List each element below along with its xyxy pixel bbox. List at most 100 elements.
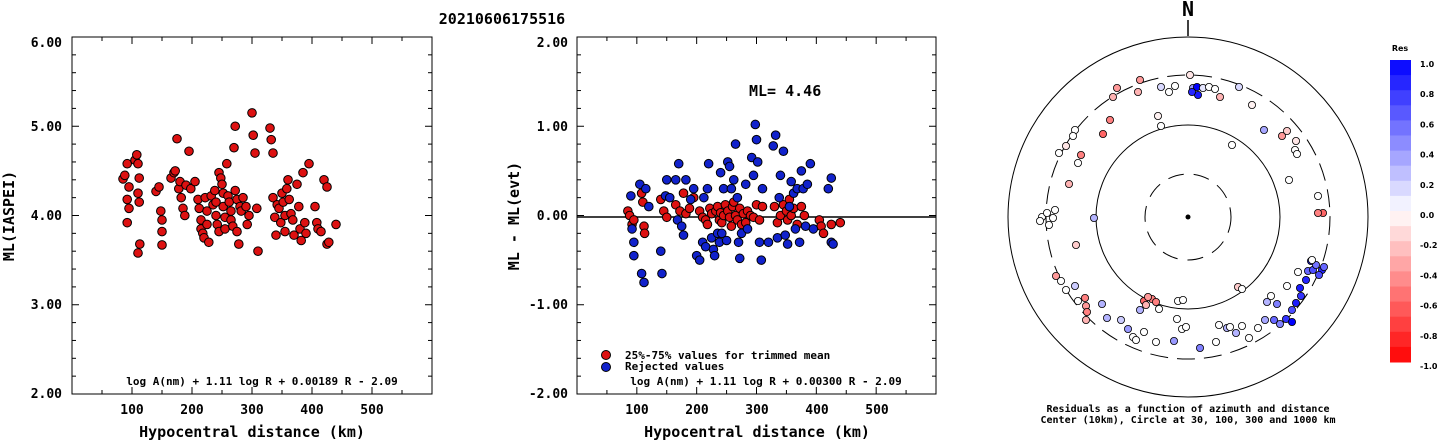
plot2-y-tick-1: 1.00	[537, 120, 568, 135]
rejected-residual-point	[790, 224, 801, 234]
station-residual-point	[1315, 270, 1324, 279]
station-residual-point	[1285, 175, 1294, 184]
magnitude-point	[157, 226, 167, 237]
rejected-residual-point	[655, 246, 666, 256]
selected-residual-point	[799, 210, 810, 221]
station-residual-point	[1062, 141, 1071, 150]
magnitude-point	[232, 226, 242, 237]
rejected-residual-point	[734, 253, 745, 264]
station-residual-point	[1155, 304, 1164, 313]
station-residual-point	[1273, 299, 1282, 308]
magnitude-point	[184, 146, 194, 157]
colorbar-tick-label: 0.0	[1420, 211, 1435, 220]
magnitude-point	[194, 203, 204, 214]
plot1-y-tick-5: 5.00	[31, 120, 62, 135]
map-points	[1036, 71, 1329, 352]
colorbar-tick-labels: 1.0 0.8 0.6 0.4 0.2 0.0 -0.2 -0.4 -0.6 -0.8 -1.0	[1420, 60, 1437, 371]
magnitude-point	[248, 130, 258, 140]
station-residual-point	[1212, 337, 1221, 346]
rejected-residual-point	[703, 158, 714, 169]
rejected-residual-point	[796, 166, 807, 176]
station-residual-point	[1293, 149, 1302, 158]
magnitude-point	[331, 219, 341, 230]
plot2-y-axis-label: ML - ML(evt)	[505, 162, 523, 270]
magnitude-point	[134, 197, 144, 207]
magnitude-point	[180, 210, 190, 221]
rejected-residual-point	[823, 183, 834, 194]
station-residual-point	[1294, 267, 1303, 276]
station-residual-point	[1152, 297, 1161, 306]
event-id-title: 20210606175516	[439, 10, 565, 28]
colorbar-swatch	[1390, 346, 1411, 363]
rejected-residual-point	[702, 183, 713, 194]
rejected-residual-point	[627, 224, 637, 234]
selected-residual-point	[629, 215, 639, 225]
station-residual-point	[1109, 93, 1118, 102]
station-residual-point	[1157, 122, 1166, 131]
magnitude-point	[217, 179, 227, 190]
station-residual-point	[1171, 82, 1180, 91]
station-residual-point	[1074, 158, 1083, 167]
station-residual-point	[1302, 275, 1311, 284]
rejected-residual-point	[780, 230, 791, 240]
plot1-x-tick-100: 100	[120, 403, 144, 418]
magnitude-point	[135, 239, 145, 249]
station-residual-point	[1260, 126, 1269, 135]
station-residual-point	[1072, 240, 1081, 249]
station-residual-point	[1065, 179, 1074, 188]
plot1-x-tick-200: 200	[180, 403, 204, 418]
station-residual-point	[1140, 327, 1149, 336]
plot1-y-tick-2: 2.00	[31, 387, 62, 402]
map-caption-line1: Residuals as a function of azimuth and d…	[1047, 403, 1330, 415]
station-residual-point	[1154, 112, 1163, 121]
plot2-y-tick-labels: -2.00 -1.00 0.00 1.00 2.00	[529, 36, 568, 402]
station-residual-point	[1098, 299, 1107, 308]
rejected-residual-point	[728, 175, 739, 185]
rejected-residual-point	[808, 224, 819, 234]
colorbar-tick-label: -0.6	[1420, 302, 1437, 311]
rejected-residual-point	[782, 239, 793, 249]
magnitude-point	[242, 219, 252, 230]
station-residual-point	[1235, 83, 1244, 92]
station-residual-point	[1136, 305, 1145, 314]
rejected-residual-point	[678, 230, 689, 240]
plot1-y-axis-label: ML(IASPEI)	[0, 171, 18, 261]
station-residual-point	[1082, 315, 1091, 324]
colorbar-tick-label: 0.8	[1420, 90, 1435, 99]
colorbar-title: Res	[1392, 44, 1409, 53]
ml-annotation: ML= 4.46	[749, 82, 821, 100]
rejected-residual-point	[724, 161, 735, 172]
rejected-residual-point	[768, 141, 779, 151]
magnitude-point	[157, 215, 167, 225]
plot2-x-tick-200: 200	[685, 403, 709, 418]
colorbar-swatches	[1390, 60, 1411, 363]
magnitude-point	[247, 108, 257, 118]
rejected-residual-point	[715, 167, 726, 178]
magnitude-point	[234, 239, 244, 249]
colorbar-swatch	[1390, 120, 1411, 136]
plot1-x-tick-labels: 100 200 300 400 500	[120, 403, 384, 418]
rejected-residual-point	[751, 134, 762, 145]
magnitude-point	[289, 230, 299, 240]
circle-300km	[1045, 74, 1331, 360]
colorbar-tick-label: -0.4	[1420, 271, 1437, 280]
rejected-residual-point	[750, 119, 761, 130]
magnitude-point	[120, 170, 130, 181]
station-residual-point	[1113, 84, 1122, 93]
colorbar-swatch	[1390, 256, 1411, 272]
station-residual-point	[1314, 191, 1323, 200]
rejected-residual-point	[742, 224, 753, 234]
colorbar-tick-label: 0.4	[1420, 151, 1435, 160]
colorbar-tick-label: -1.0	[1420, 362, 1437, 371]
station-residual-point	[1090, 213, 1099, 222]
colorbar-swatch	[1390, 241, 1411, 257]
rejected-residual-point	[784, 201, 795, 212]
magnitude-point	[282, 183, 292, 194]
plot2-formula: log A(nm) + 1.11 log R + 0.00300 R - 2.0…	[630, 375, 902, 388]
rejected-residual-point	[763, 237, 774, 248]
legend-selected-label: 25%-75% values for trimmed mean	[625, 349, 830, 362]
station-residual-point	[1296, 283, 1305, 292]
station-residual-point	[1226, 322, 1235, 331]
residual-colorbar: Res 1.0 0.8 0.6 0.4 0.2 0.0 -0.2 -0.4 -0.6 -0.8 -1…	[1390, 44, 1437, 371]
station-residual-point	[1077, 150, 1086, 159]
